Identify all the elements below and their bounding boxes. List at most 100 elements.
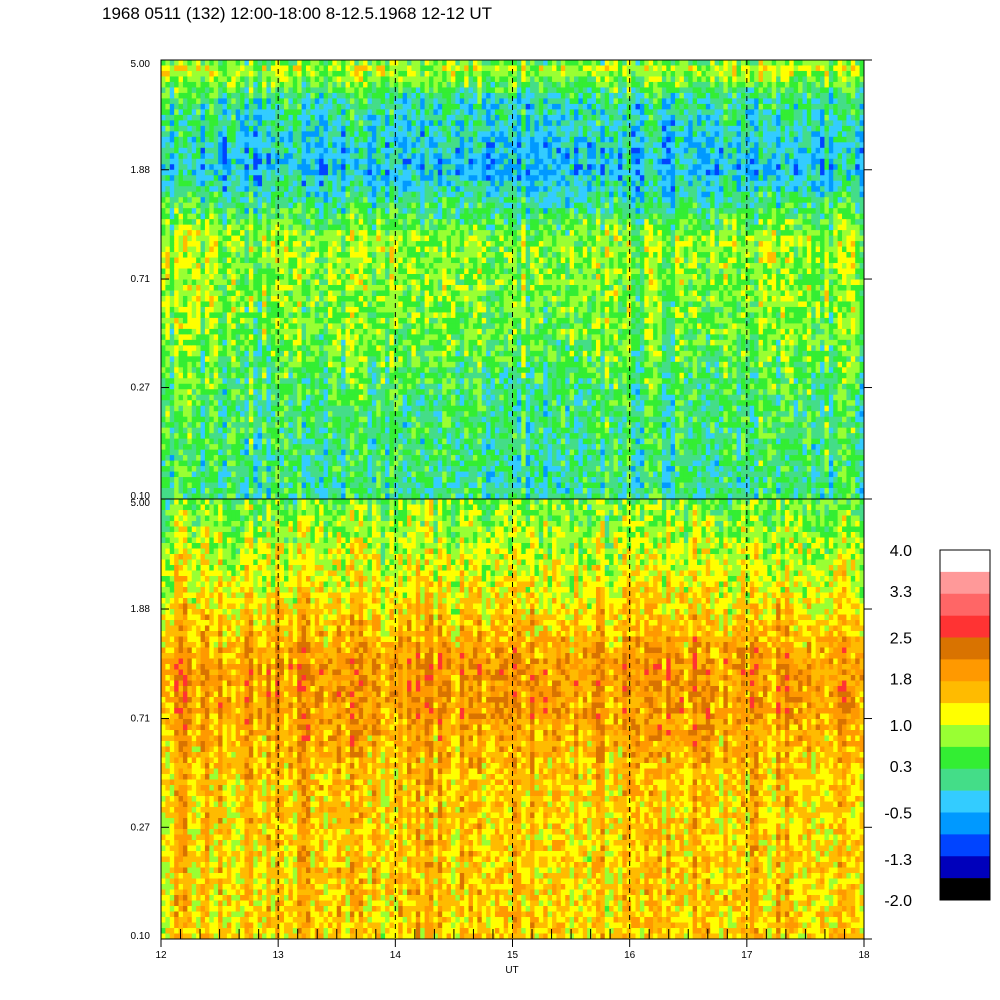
heatmap-cell bbox=[257, 268, 263, 275]
heatmap-cell bbox=[411, 224, 417, 231]
heatmap-cell bbox=[248, 114, 254, 121]
heatmap-cell bbox=[327, 383, 333, 390]
heatmap-cell bbox=[218, 279, 223, 286]
heatmap-cell bbox=[345, 279, 351, 286]
heatmap-cell bbox=[231, 312, 237, 319]
heatmap-cell bbox=[332, 312, 338, 319]
heatmap-cell bbox=[257, 235, 263, 242]
heatmap-cell bbox=[297, 416, 302, 423]
heatmap-cell bbox=[415, 367, 421, 374]
heatmap-cell bbox=[270, 120, 276, 127]
heatmap-cell bbox=[226, 208, 232, 215]
heatmap-cell bbox=[213, 444, 219, 451]
heatmap-cell bbox=[380, 274, 386, 280]
heatmap-cell bbox=[310, 109, 316, 116]
heatmap-cell bbox=[314, 328, 320, 335]
heatmap-cell bbox=[248, 290, 254, 297]
heatmap-cell bbox=[376, 444, 382, 451]
heatmap-cell bbox=[398, 263, 404, 269]
heatmap-cell bbox=[275, 477, 281, 483]
heatmap-cell bbox=[411, 241, 417, 247]
heatmap-cell bbox=[323, 175, 329, 182]
heatmap-cell bbox=[323, 65, 329, 72]
heatmap-cell bbox=[407, 76, 412, 83]
heatmap-cell bbox=[314, 142, 320, 149]
heatmap-cell bbox=[161, 81, 166, 88]
heatmap-cell bbox=[385, 186, 390, 193]
heatmap-cell bbox=[240, 87, 245, 94]
heatmap-cell bbox=[297, 219, 302, 226]
heatmap-cell bbox=[257, 109, 263, 116]
heatmap-cell bbox=[319, 323, 324, 330]
heatmap-cell bbox=[174, 345, 179, 352]
heatmap-cell bbox=[305, 114, 311, 121]
heatmap-cell bbox=[244, 400, 250, 407]
heatmap-cell bbox=[407, 147, 412, 154]
heatmap-cell bbox=[257, 246, 263, 253]
heatmap-cell bbox=[354, 438, 360, 445]
heatmap-cell bbox=[231, 488, 237, 494]
heatmap-cell bbox=[191, 400, 197, 407]
heatmap-cell bbox=[314, 131, 320, 138]
heatmap-cell bbox=[270, 98, 276, 105]
heatmap-cell bbox=[398, 246, 404, 253]
heatmap-cell bbox=[332, 455, 338, 461]
heatmap-cell bbox=[380, 350, 386, 357]
heatmap-cell bbox=[174, 438, 179, 445]
heatmap-cell bbox=[222, 449, 228, 456]
heatmap-cell bbox=[204, 92, 210, 99]
heatmap-cell bbox=[275, 317, 281, 324]
heatmap-cell bbox=[371, 175, 377, 182]
heatmap-cell bbox=[305, 372, 311, 379]
heatmap-cell bbox=[380, 372, 386, 379]
heatmap-cell bbox=[196, 268, 201, 275]
heatmap-cell bbox=[411, 306, 417, 313]
heatmap-cell bbox=[257, 488, 263, 494]
heatmap-cell bbox=[402, 279, 408, 286]
heatmap-cell bbox=[380, 411, 386, 418]
heatmap-cell bbox=[240, 103, 245, 110]
heatmap-cell bbox=[182, 471, 188, 478]
heatmap-cell bbox=[213, 394, 219, 401]
heatmap-cell bbox=[292, 263, 298, 269]
heatmap-cell bbox=[380, 328, 386, 335]
heatmap-cell bbox=[279, 323, 285, 330]
heatmap-cell bbox=[327, 103, 333, 110]
heatmap-cell bbox=[292, 383, 298, 390]
heatmap-cell bbox=[310, 493, 316, 500]
heatmap-cell bbox=[244, 306, 250, 313]
heatmap-cell bbox=[235, 339, 241, 346]
heatmap-cell bbox=[196, 449, 201, 456]
heatmap-cell bbox=[284, 328, 289, 335]
heatmap-cell bbox=[341, 147, 346, 154]
heatmap-cell bbox=[196, 438, 201, 445]
heatmap-cell bbox=[270, 295, 276, 302]
heatmap-cell bbox=[345, 284, 351, 291]
heatmap-cell bbox=[253, 109, 259, 116]
heatmap-cell bbox=[248, 460, 254, 467]
heatmap-cell bbox=[279, 120, 285, 127]
heatmap-cell bbox=[279, 356, 285, 363]
heatmap-cell bbox=[420, 235, 426, 242]
heatmap-cell bbox=[385, 438, 390, 445]
heatmap-cell bbox=[178, 76, 184, 83]
heatmap-cell bbox=[161, 274, 166, 280]
heatmap-cell bbox=[174, 306, 179, 313]
heatmap-cell bbox=[231, 361, 237, 368]
heatmap-cell bbox=[187, 411, 193, 418]
heatmap-cell bbox=[279, 208, 285, 215]
heatmap-cell bbox=[367, 257, 373, 264]
heatmap-cell bbox=[345, 372, 351, 379]
heatmap-cell bbox=[301, 312, 307, 319]
heatmap-cell bbox=[248, 120, 254, 127]
heatmap-cell bbox=[305, 411, 311, 418]
heatmap-cell bbox=[376, 175, 382, 182]
heatmap-cell bbox=[301, 197, 307, 204]
heatmap-cell bbox=[411, 433, 417, 440]
heatmap-cell bbox=[182, 378, 188, 385]
heatmap-cell bbox=[240, 186, 245, 193]
heatmap-cell bbox=[196, 284, 201, 291]
heatmap-cell bbox=[319, 103, 324, 110]
heatmap-cell bbox=[371, 169, 377, 176]
heatmap-cell bbox=[385, 120, 390, 127]
